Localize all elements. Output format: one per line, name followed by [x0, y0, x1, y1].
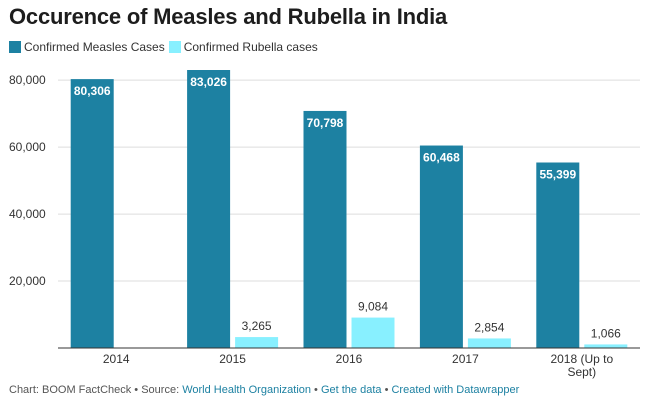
x-tick-label: 2014 — [103, 352, 130, 366]
legend-label-measles: Confirmed Measles Cases — [24, 40, 165, 54]
x-tick-label-line: 2016 — [336, 352, 363, 366]
y-tick-label: 80,000 — [9, 73, 46, 87]
data-label-rubella: 1,066 — [591, 326, 621, 340]
x-tick-label: 2016 — [336, 352, 363, 366]
bar-rubella — [467, 338, 511, 348]
footer-datawrapper-link[interactable]: Created with Datawrapper — [391, 384, 520, 396]
data-label-rubella: 3,265 — [242, 319, 272, 333]
x-tick-label-line: Sept) — [567, 365, 596, 379]
bar-measles — [536, 162, 580, 348]
bar-rubella — [235, 337, 279, 348]
chart-title: Occurence of Measles and Rubella in Indi… — [9, 4, 448, 29]
x-tick-label: 2017 — [452, 352, 479, 366]
bar-measles — [187, 70, 231, 348]
legend-label-rubella: Confirmed Rubella cases — [183, 40, 318, 54]
bar-measles — [419, 145, 463, 348]
data-label-measles: 70,798 — [307, 116, 344, 130]
x-tick-label: 2015 — [219, 352, 246, 366]
bar-measles — [303, 110, 347, 349]
chart-footer: Chart: BOOM FactCheck • Source: World He… — [9, 384, 519, 396]
legend-swatch-measles — [9, 41, 21, 53]
x-tick-label-line: 2018 (Up to — [550, 352, 613, 366]
data-label-measles: 83,026 — [190, 75, 227, 89]
bar-measles — [70, 79, 114, 348]
y-tick-label: 60,000 — [9, 140, 46, 154]
bar-rubella — [351, 317, 395, 348]
y-tick-label: 20,000 — [9, 274, 46, 288]
legend-item-measles: Confirmed Measles Cases — [9, 40, 165, 54]
bar-rubella — [584, 344, 628, 348]
footer-prefix: Chart: BOOM FactCheck • Source: — [9, 384, 183, 396]
data-label-measles: 55,399 — [539, 168, 576, 182]
data-label-rubella: 2,854 — [474, 320, 504, 334]
legend-swatch-rubella — [168, 41, 181, 53]
data-label-measles: 80,306 — [74, 84, 111, 98]
x-tick-label-line: 2015 — [219, 352, 246, 366]
y-tick-label: 40,000 — [9, 207, 46, 221]
x-tick-label-line: 2017 — [452, 352, 479, 366]
chart-legend: Confirmed Measles Cases Confirmed Rubell… — [9, 40, 322, 54]
x-tick-label: 2018 (Up to Sept) — [550, 352, 613, 379]
footer-source-link[interactable]: World Health Organization — [182, 384, 311, 396]
footer-separator: • — [381, 384, 392, 396]
x-tick-label-line: 2014 — [103, 352, 130, 366]
data-label-measles: 60,468 — [423, 151, 460, 165]
legend-item-rubella: Confirmed Rubella cases — [168, 40, 318, 54]
data-label-rubella: 9,084 — [358, 300, 388, 314]
footer-get-data-link[interactable]: Get the data — [320, 384, 382, 396]
footer-separator: • — [311, 384, 321, 396]
